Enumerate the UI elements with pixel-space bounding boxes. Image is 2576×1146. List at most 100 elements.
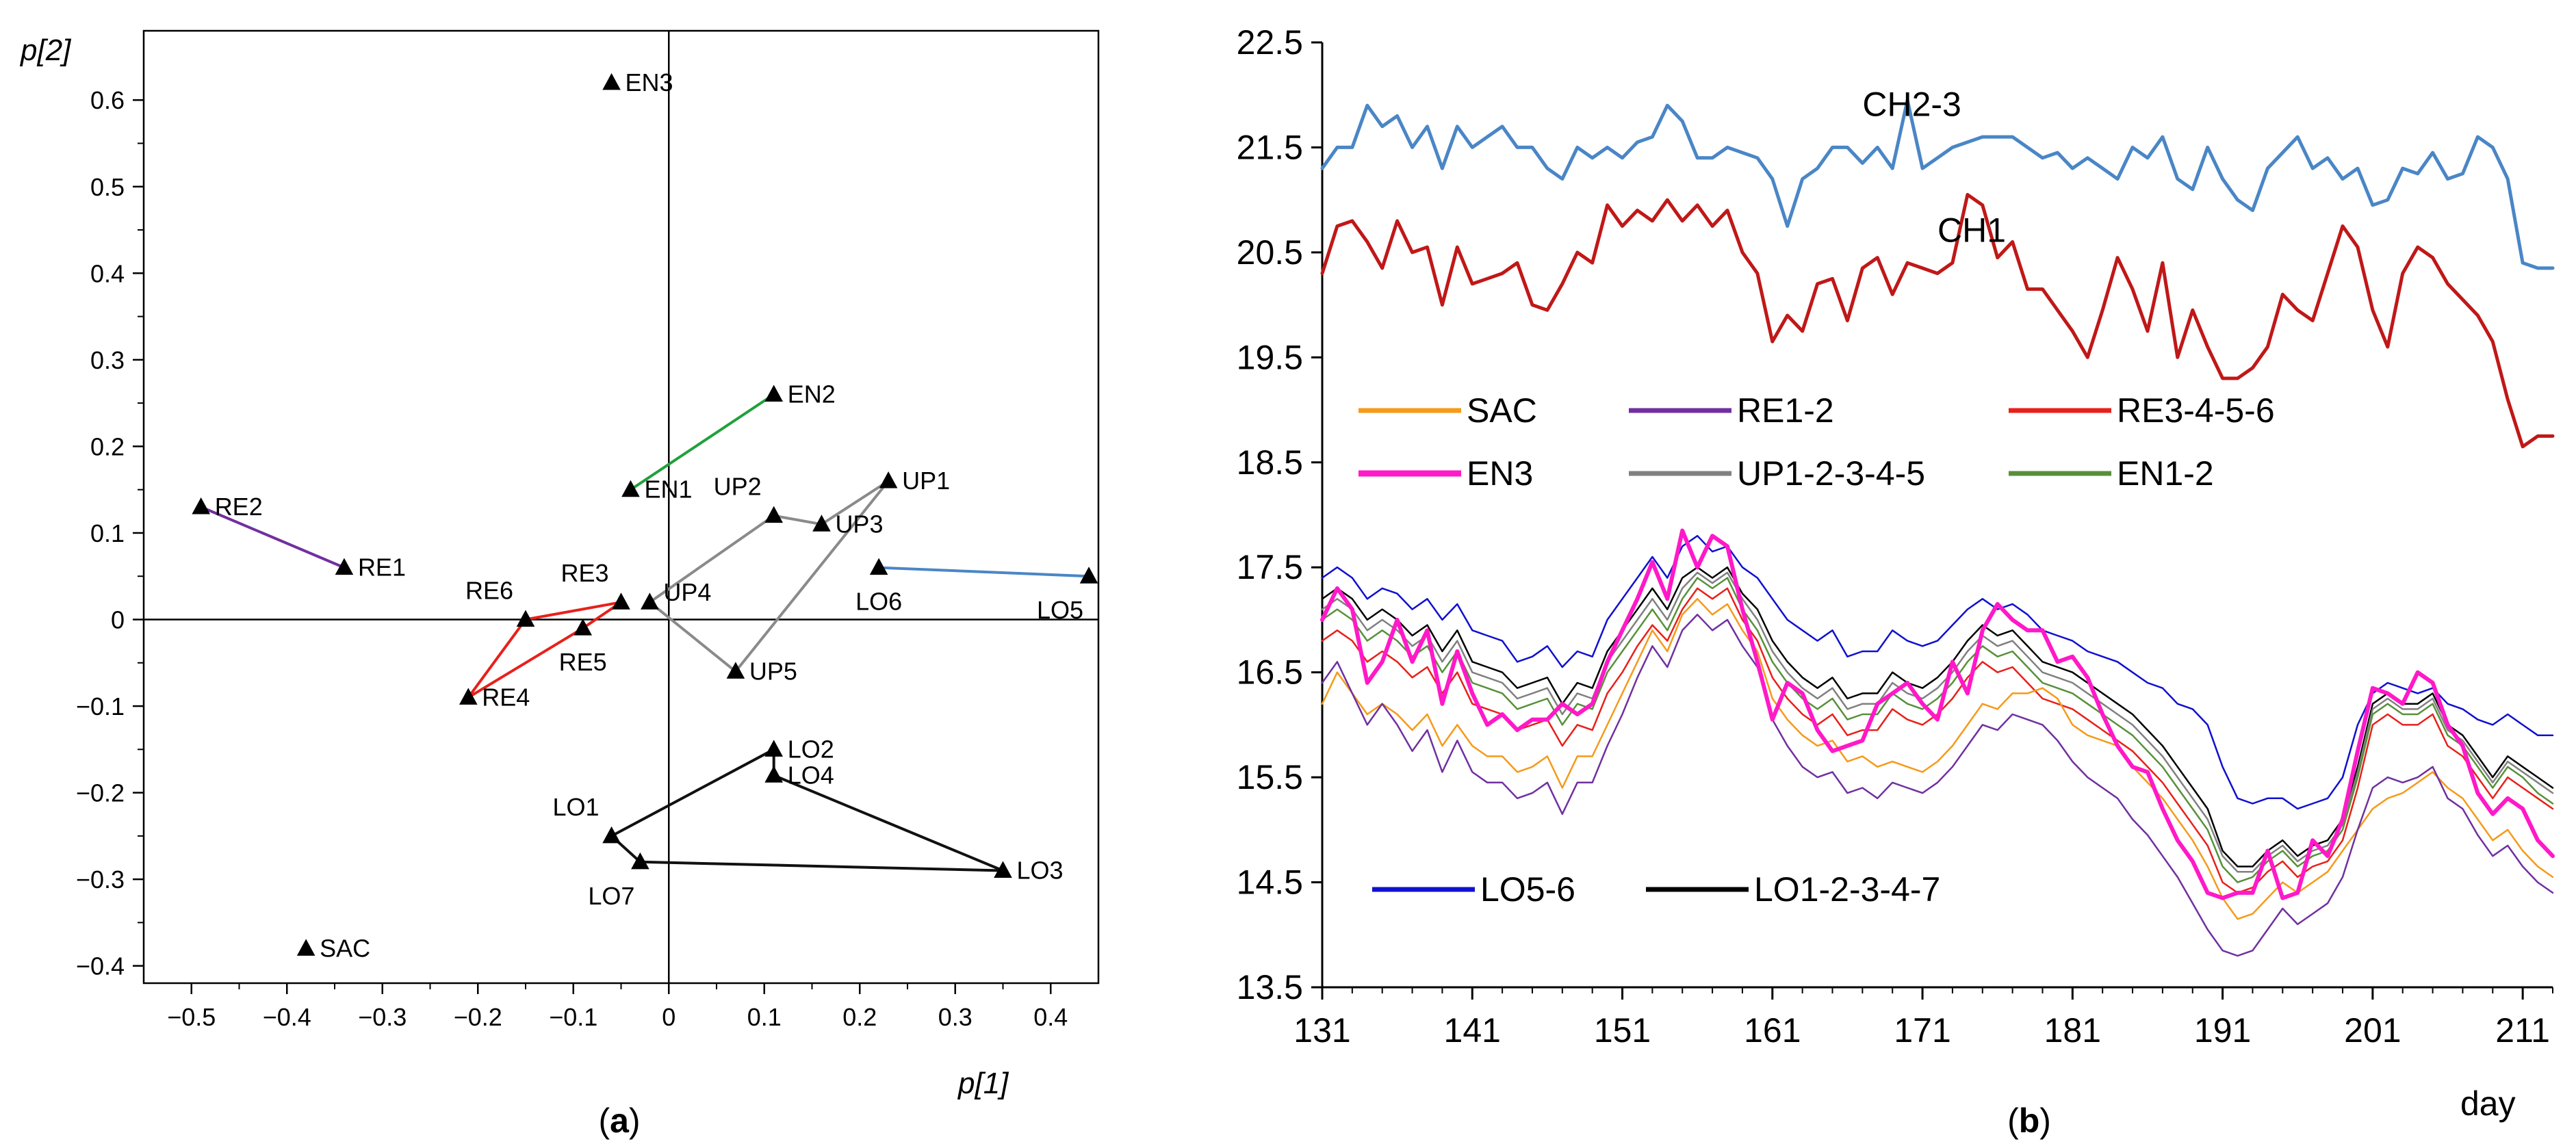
panel-a-x-tick-label: 0 xyxy=(662,1003,675,1031)
panel-a-point-label-lo7: LO7 xyxy=(588,882,634,910)
panel-a-point-label-up2: UP2 xyxy=(714,473,762,501)
panel-a-point-label-re1: RE1 xyxy=(358,554,406,582)
panel-b-x-tick-label: 181 xyxy=(2044,1011,2101,1050)
panel-a-scatter-plot: −0.5 −0.4 −0.3 −0.2 −0.1 0 0.1 0.2 0.3 0.4 −0.4 −0.… xyxy=(19,29,1100,1100)
panel-a-y-tick-label: −0.4 xyxy=(76,952,125,980)
panel-b-x-tick-label: 171 xyxy=(1894,1011,1950,1050)
panel-a-point-label-en2: EN2 xyxy=(788,380,836,408)
panel-a-point-marker-re5 xyxy=(574,618,592,636)
panel-b-x-tick-label: 161 xyxy=(1744,1011,1801,1050)
panel-a-point-label-up4: UP4 xyxy=(663,578,711,606)
panel-a-point-marker-up5 xyxy=(726,662,745,679)
panel-a-connection-line-lo6-lo5 xyxy=(879,566,1090,578)
panel-a-point-marker-lo7 xyxy=(631,852,649,870)
panel-a-point-marker-en1 xyxy=(621,480,640,497)
panel-a-point-label-lo4: LO4 xyxy=(788,761,834,789)
panel-a-point-label-en3: EN3 xyxy=(626,68,673,96)
panel-a-connection-line-lo1-lo2-lo4-lo3-lo7-lo1 xyxy=(610,748,1005,872)
panel-a-point-label-up3: UP3 xyxy=(835,510,883,538)
panel-b-x-tick-label: 151 xyxy=(1594,1011,1651,1050)
panel-b-x-tick-label: 191 xyxy=(2194,1011,2251,1050)
panel-b-inline-label-ch1: CH1 xyxy=(1937,211,2006,250)
panel-a-point-marker-up2 xyxy=(764,506,783,523)
panel-a-caption-letter: a xyxy=(610,1102,630,1140)
panel-a-caption: (a) xyxy=(598,1102,640,1140)
panel-a-point-label-re3: RE3 xyxy=(561,559,608,587)
panel-a-y-tick-label: −0.2 xyxy=(76,779,125,807)
panel-a-point-label-re6: RE6 xyxy=(465,577,513,605)
panel-a-point-label-lo5: LO5 xyxy=(1037,596,1083,624)
panel-b-caption-open: ( xyxy=(2007,1102,2019,1140)
panel-a-point-marker-sac xyxy=(296,939,315,956)
panel-a-y-axis-title: p[2] xyxy=(19,34,72,67)
panel-a-y-tick-label: 0.5 xyxy=(90,173,125,201)
panel-a-caption-open: ( xyxy=(598,1102,610,1140)
panel-a-connection-line-up4-up2-up3-up1-up5-up4 xyxy=(649,480,890,673)
panel-b-series-line-re1-2 xyxy=(1321,614,2554,957)
panel-b-caption-letter: b xyxy=(2019,1102,2040,1140)
panel-a-y-tick-label: 0.6 xyxy=(90,86,125,114)
panel-a-x-tick-label: 0.4 xyxy=(1033,1003,1068,1031)
panel-a-x-tick-label: 0.2 xyxy=(842,1003,877,1031)
panel-a-point-marker-lo3 xyxy=(994,861,1012,878)
panel-b-legend-label-lo5-6: LO5-6 xyxy=(1480,870,1575,909)
panel-a-point-marker-lo4 xyxy=(764,766,783,783)
panel-b-x-tick-label: 201 xyxy=(2344,1011,2401,1050)
panel-b-legend-label-up1-2-3-4-5: UP1-2-3-4-5 xyxy=(1737,454,1925,493)
panel-b-x-tick-label: 211 xyxy=(2495,1011,2550,1050)
panel-a-point-label-lo3: LO3 xyxy=(1017,856,1064,884)
panel-b-x-tick-label: 141 xyxy=(1444,1011,1501,1050)
panel-a-connection-line-re2-re1 xyxy=(200,506,345,569)
panel-a-point-marker-up3 xyxy=(812,515,831,532)
panel-b-legend-label-sac: SAC xyxy=(1467,391,1537,430)
panel-a-x-tick-label: −0.5 xyxy=(167,1003,216,1031)
panel-a-x-tick-label: −0.3 xyxy=(358,1003,407,1031)
panel-a-point-marker-up4 xyxy=(641,592,659,610)
panel-b-y-tick-label: 15.5 xyxy=(1237,758,1303,796)
panel-b-series-line-up1-2-3-4-5 xyxy=(1321,571,2554,873)
panel-b-y-tick-label: 21.5 xyxy=(1237,128,1303,166)
panel-a-x-tick-label: 0.3 xyxy=(938,1003,973,1031)
panel-b-series-line-ch1 xyxy=(1320,193,2555,449)
panel-b-series-line-lo5-6 xyxy=(1321,534,2554,810)
panel-b-legend-label-lo1-2-3-4-7: LO1-2-3-4-7 xyxy=(1754,870,1940,909)
panel-b-y-tick-label: 14.5 xyxy=(1237,863,1303,902)
panel-a-x-tick-label: −0.2 xyxy=(454,1003,502,1031)
panel-a-point-marker-re2 xyxy=(192,497,210,515)
panel-b-y-tick-label: 16.5 xyxy=(1237,653,1303,692)
panel-b-legend-label-en3: EN3 xyxy=(1467,454,1533,493)
panel-b-x-tick-label: 131 xyxy=(1293,1011,1350,1050)
panel-b-caption-close: ) xyxy=(2039,1102,2051,1140)
panel-b-series-line-en1-2 xyxy=(1321,577,2554,883)
panel-a-point-label-lo6: LO6 xyxy=(855,588,902,616)
panel-a-point-label-re4: RE4 xyxy=(482,683,530,711)
panel-a-point-marker-re1 xyxy=(335,558,354,575)
panel-b-x-axis-title: day xyxy=(2460,1084,2516,1123)
panel-b-y-tick-label: 18.5 xyxy=(1237,443,1303,482)
panel-a-y-tick-label: 0.1 xyxy=(90,519,125,547)
panel-b-y-tick-label: 17.5 xyxy=(1237,548,1303,586)
panel-a-point-marker-en3 xyxy=(602,73,621,90)
panel-a-x-axis-title: p[1] xyxy=(957,1067,1009,1100)
panel-a-point-marker-up1 xyxy=(879,471,898,489)
panel-a-point-label-up5: UP5 xyxy=(749,657,797,685)
panel-a-y-tick-label: −0.3 xyxy=(76,865,125,894)
panel-a-point-label-re2: RE2 xyxy=(215,493,263,521)
panel-a-point-label-lo2: LO2 xyxy=(788,735,834,763)
panel-a-point-label-re5: RE5 xyxy=(559,648,607,676)
panel-a-y-tick-label: 0.4 xyxy=(90,259,125,287)
panel-b-y-tick-label: 22.5 xyxy=(1237,23,1303,62)
panel-a-point-label-lo1: LO1 xyxy=(553,793,600,821)
panel-b-series-line-sac xyxy=(1321,598,2554,920)
panel-a-point-marker-en2 xyxy=(764,385,783,402)
panel-a-caption-close: ) xyxy=(629,1102,641,1140)
panel-a-connection-line-en1-en2 xyxy=(630,393,775,491)
panel-a-y-tick-label: 0.2 xyxy=(90,432,125,460)
panel-b-legend-label-re1-2: RE1-2 xyxy=(1737,391,1834,430)
panel-a-point-marker-re4 xyxy=(459,688,478,705)
panel-b-inline-label-ch2-3: CH2-3 xyxy=(1862,85,1961,123)
panel-b-line-chart: 13.5 14.5 15.5 16.5 17.5 18.5 19.5 20.5 21.5 22.5… xyxy=(1237,23,2555,1123)
panel-a-point-marker-lo2 xyxy=(764,740,783,757)
